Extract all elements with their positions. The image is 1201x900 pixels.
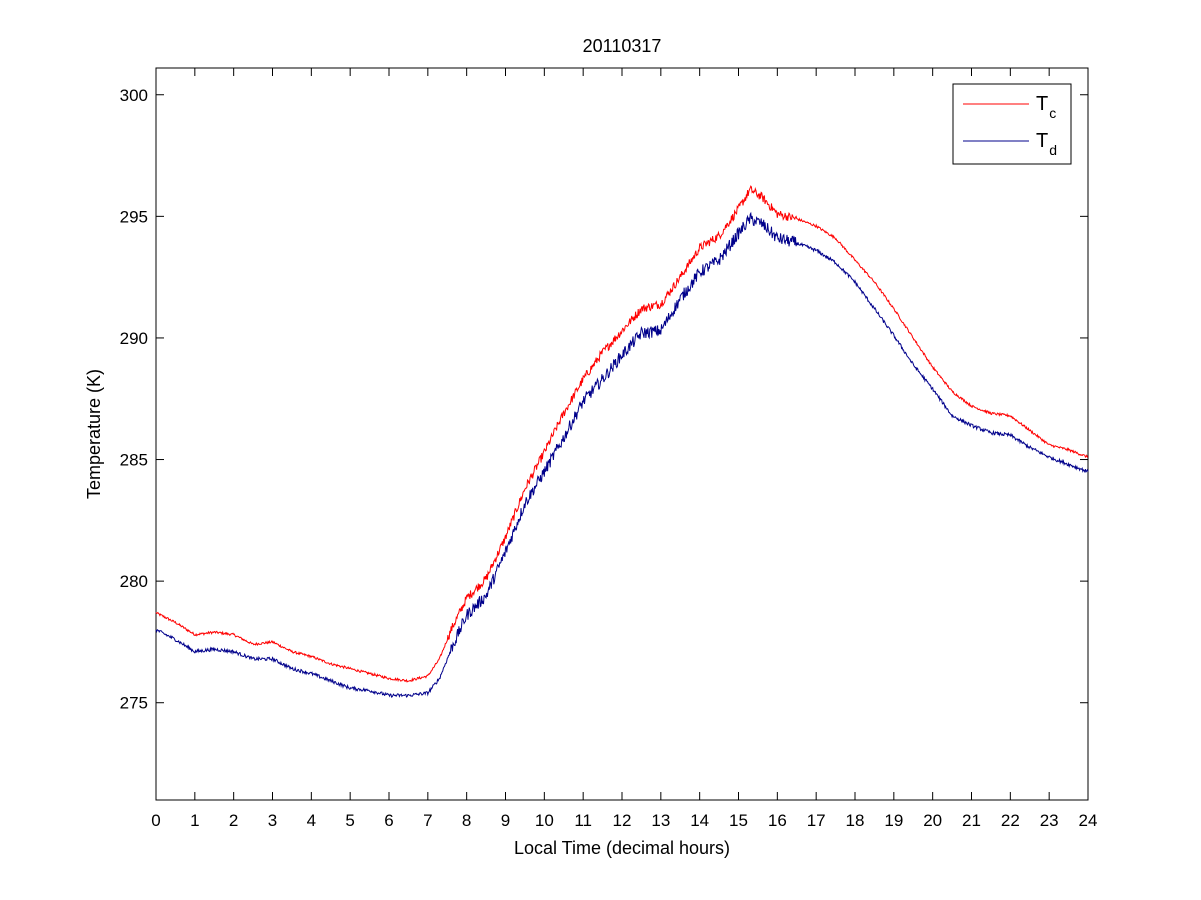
plot-area xyxy=(155,67,1089,801)
legend-label: Tc xyxy=(1036,93,1056,121)
x-tick-label: 24 xyxy=(1079,811,1098,830)
x-tick-label: 21 xyxy=(962,811,981,830)
x-tick-label: 16 xyxy=(768,811,787,830)
x-tick-label: 20 xyxy=(923,811,942,830)
y-axis-title: Temperature (K) xyxy=(84,369,104,499)
x-tick-label: 15 xyxy=(729,811,748,830)
ticks-layer: 0 1 2 3 4 5 6 7 8 9 10 11 12 13 14 15 16 17 18 19 20 21 22 23 24… xyxy=(120,68,1098,830)
x-tick-label: 4 xyxy=(307,811,316,830)
x-tick-label: 17 xyxy=(807,811,826,830)
x-tick-label: 12 xyxy=(613,811,632,830)
x-axis-title: Local Time (decimal hours) xyxy=(514,838,730,858)
legend-label-main: T xyxy=(1036,93,1048,115)
series-layer xyxy=(155,185,1089,698)
x-tick-label: 14 xyxy=(690,811,709,830)
x-tick-label: 7 xyxy=(423,811,432,830)
y-tick-label: 300 xyxy=(120,86,148,105)
legend-label-subscript: d xyxy=(1049,142,1057,158)
series-line-Tc xyxy=(155,185,1089,683)
chart-title: 20110317 xyxy=(583,36,662,56)
x-tick-label: 1 xyxy=(190,811,199,830)
x-tick-label: 19 xyxy=(884,811,903,830)
y-tick-label: 275 xyxy=(120,694,148,713)
legend-label-subscript: c xyxy=(1049,105,1056,121)
y-tick-label: 285 xyxy=(120,451,148,470)
x-tick-label: 9 xyxy=(501,811,510,830)
x-tick-label: 8 xyxy=(462,811,471,830)
x-tick-label: 6 xyxy=(384,811,393,830)
x-tick-label: 0 xyxy=(151,811,160,830)
x-tick-label: 13 xyxy=(651,811,670,830)
series-line-Td xyxy=(155,211,1089,698)
x-tick-label: 18 xyxy=(846,811,865,830)
x-tick-label: 3 xyxy=(268,811,277,830)
x-tick-label: 2 xyxy=(229,811,238,830)
legend-label-main: T xyxy=(1036,130,1048,152)
legend-label: Td xyxy=(1036,130,1057,158)
y-tick-label: 290 xyxy=(120,329,148,348)
y-tick-label: 295 xyxy=(120,207,148,226)
x-tick-label: 22 xyxy=(1001,811,1020,830)
x-tick-label: 10 xyxy=(535,811,554,830)
x-tick-label: 11 xyxy=(574,811,592,830)
x-tick-label: 5 xyxy=(345,811,354,830)
y-tick-label: 280 xyxy=(120,572,148,591)
x-tick-label: 23 xyxy=(1040,811,1059,830)
legend-box xyxy=(952,83,1072,165)
